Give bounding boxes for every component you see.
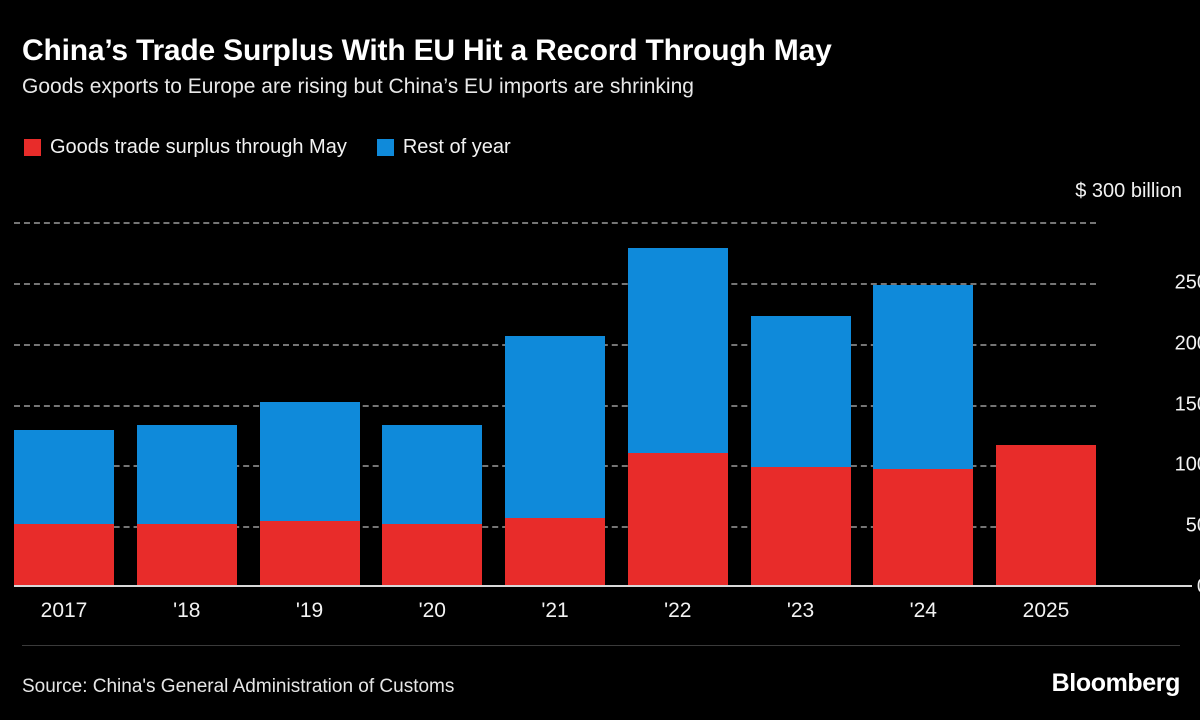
y-axis-tick-label: 100 (1174, 453, 1200, 476)
x-axis-tick-label: '22 (664, 599, 692, 622)
plot-area: $ 300 billion 250 200 150 100 50 0 2017 '18 '19… (0, 180, 1200, 650)
y-axis-tick-label: 150 (1174, 393, 1200, 415)
source-note: Source: China's General Administration o… (22, 676, 455, 697)
gridline (14, 282, 1096, 285)
bar-segment-rest-of-year[interactable] (382, 425, 483, 524)
bar-segment-through-may[interactable] (505, 517, 605, 587)
bar-group[interactable]: '20 (382, 222, 483, 622)
bar-group[interactable]: '21 (505, 222, 605, 622)
x-axis-tick-label: '20 (418, 599, 446, 622)
legend-swatch-red-icon (24, 139, 41, 156)
chart-subtitle: Goods exports to Europe are rising but C… (22, 74, 694, 98)
bar-segment-rest-of-year[interactable] (873, 285, 974, 469)
legend-item-rest-of-year[interactable]: Rest of year (376, 136, 511, 159)
gridline (14, 222, 1096, 224)
bar-segment-rest-of-year[interactable] (505, 336, 605, 518)
y-axis-tick-label: 200 (1174, 332, 1200, 355)
y-axis-unit-label: $ 300 billion (1075, 180, 1182, 202)
x-axis-tick-label: '18 (173, 599, 201, 622)
bar-segment-through-may[interactable] (136, 523, 237, 587)
bar-segment-rest-of-year[interactable] (750, 315, 851, 467)
bar-group[interactable]: '23 (750, 222, 851, 622)
legend-label-rest-of-year: Rest of year (402, 136, 511, 158)
x-axis-tick-label: 2017 (40, 599, 88, 622)
bar-segment-rest-of-year[interactable] (627, 247, 728, 454)
plot-canvas: 250 200 150 100 50 0 2017 '18 '19 '20 '21 '22 '23 '2… (14, 222, 1200, 622)
bar-segment-through-may[interactable] (627, 453, 728, 587)
bar-segment-through-may[interactable] (996, 444, 1096, 587)
bar-group[interactable]: 2025 (996, 222, 1096, 622)
bar-series: 2017 '18 '19 '20 '21 '22 '23 '24 2025 (14, 222, 1096, 622)
chart-legend: Goods trade surplus through May Rest of … (24, 136, 511, 159)
bar-group[interactable]: '22 (627, 222, 728, 622)
y-axis-tick-label: 0 (1100, 576, 1200, 599)
bar-group[interactable]: '24 (873, 222, 974, 622)
x-axis-tick-label: '23 (786, 599, 815, 622)
footer-divider (22, 645, 1180, 646)
x-axis-line (14, 585, 1192, 587)
bloomberg-logo: Bloomberg (1051, 669, 1181, 697)
x-axis-tick-label: '21 (541, 599, 569, 622)
bar-segment-through-may[interactable] (750, 466, 851, 587)
bar-segment-rest-of-year[interactable] (136, 425, 237, 524)
chart-header: China’s Trade Surplus With EU Hit a Reco… (22, 34, 1180, 99)
x-axis-tick-label: '19 (295, 599, 324, 622)
chart-footer: Source: China's General Administration o… (22, 669, 1180, 698)
page-title: China’s Trade Surplus With EU Hit a Reco… (22, 34, 832, 67)
bar-segment-rest-of-year[interactable] (14, 430, 114, 524)
bar-group[interactable]: 2017 (14, 222, 114, 622)
bar-group[interactable]: '19 (259, 222, 360, 622)
bar-segment-rest-of-year[interactable] (259, 402, 360, 522)
bar-group[interactable]: '18 (136, 222, 237, 622)
bar-segment-through-may[interactable] (259, 521, 360, 587)
x-axis-tick-label: 2025 (1022, 599, 1070, 622)
bar-segment-through-may[interactable] (14, 523, 114, 587)
y-axis-tick-label: 250 (1174, 271, 1200, 294)
legend-label-surplus-through-may: Goods trade surplus through May (50, 136, 347, 158)
bar-segment-through-may[interactable] (873, 468, 974, 587)
x-axis-tick-label: '24 (909, 599, 937, 622)
legend-item-surplus-through-may[interactable]: Goods trade surplus through May (24, 136, 347, 159)
bar-segment-through-may[interactable] (382, 523, 483, 587)
legend-swatch-blue-icon (376, 139, 394, 156)
y-axis-tick-label: 50 (1185, 514, 1200, 537)
